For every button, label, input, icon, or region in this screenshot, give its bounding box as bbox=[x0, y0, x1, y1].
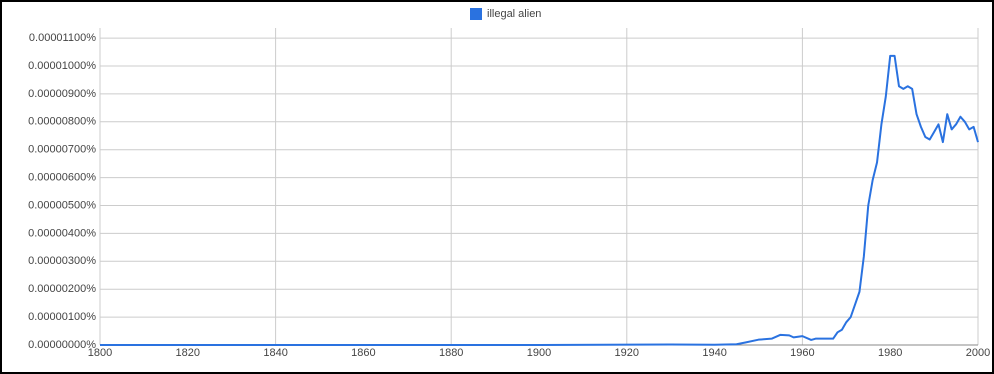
x-tick-label: 1960 bbox=[790, 347, 814, 359]
legend-swatch bbox=[470, 8, 482, 20]
x-tick-label: 1880 bbox=[439, 347, 463, 359]
y-tick-label: 0.00000400% bbox=[28, 227, 96, 239]
y-tick-label: 0.00000800% bbox=[28, 116, 96, 128]
x-tick-label: 1860 bbox=[351, 347, 375, 359]
x-tick-label: 1820 bbox=[176, 347, 200, 359]
y-tick-label: 0.00001100% bbox=[29, 32, 96, 44]
y-tick-label: 0.00000300% bbox=[28, 255, 96, 267]
y-tick-label: 0.00000500% bbox=[28, 199, 96, 211]
x-tick-label: 1900 bbox=[527, 347, 551, 359]
x-tick-label: 2000 bbox=[966, 347, 990, 359]
y-tick-label: 0.00000100% bbox=[28, 311, 96, 323]
y-tick-label: 0.00000600% bbox=[28, 172, 96, 184]
data-line bbox=[100, 54, 979, 346]
x-tick-label: 1920 bbox=[615, 347, 639, 359]
y-tick-label: 0.00000200% bbox=[28, 283, 96, 295]
x-tick-label: 1840 bbox=[263, 347, 287, 359]
y-tick-label: 0.00001000% bbox=[28, 60, 96, 72]
x-tick-label: 1940 bbox=[702, 347, 726, 359]
y-tick-label: 0.00000000% bbox=[28, 339, 96, 351]
x-tick-label: 1800 bbox=[88, 347, 112, 359]
legend-label: illegal alien bbox=[487, 8, 541, 20]
y-tick-label: 0.00000700% bbox=[28, 144, 96, 156]
y-tick-label: 0.00000900% bbox=[28, 88, 96, 100]
x-tick-label: 1980 bbox=[878, 347, 902, 359]
